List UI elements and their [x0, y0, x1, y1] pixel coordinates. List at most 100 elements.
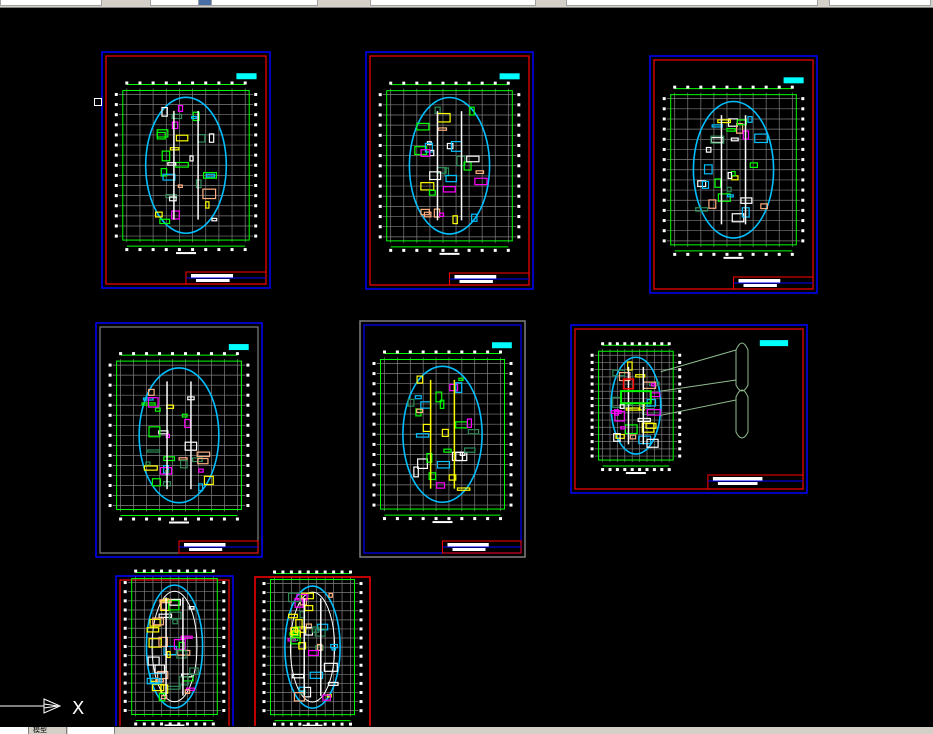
axis-bubble [389, 81, 393, 85]
axis-bubble [209, 352, 213, 356]
toolbar-field-3[interactable] [370, 0, 536, 6]
building-outline [138, 367, 220, 504]
axis-bubble [517, 194, 521, 198]
axis-bubble [383, 517, 386, 521]
axis-bubble [678, 375, 682, 379]
axis-bubble [125, 81, 129, 85]
axis-bubble [108, 453, 112, 457]
axis-bubble [222, 617, 226, 621]
axis-bubble [517, 164, 521, 168]
axis-bubble [171, 352, 175, 356]
axis-bubble [262, 627, 266, 631]
drawing-label [759, 340, 789, 347]
room [471, 213, 478, 222]
room [198, 468, 204, 473]
room [717, 193, 731, 202]
room [160, 167, 168, 177]
axis-bubble [246, 483, 250, 487]
axis-bubble [262, 700, 266, 704]
axis-bubble [467, 81, 471, 85]
room [198, 483, 204, 492]
toolbar-field-5[interactable] [829, 0, 931, 6]
axis-bubble [662, 239, 666, 243]
axis-bubble [441, 248, 445, 252]
axis-bubble [395, 517, 399, 521]
axis-bubble [601, 468, 605, 472]
tab-layout-2[interactable] [100, 727, 115, 734]
room [197, 133, 206, 143]
axis-bubble [590, 432, 594, 436]
room [646, 438, 659, 448]
room [627, 361, 633, 371]
axis-bubble [712, 85, 716, 89]
drawing-canvas[interactable] [0, 8, 933, 726]
sheet-6[interactable] [570, 324, 808, 494]
axis-bubble [378, 235, 382, 239]
sheet-3[interactable] [649, 55, 818, 294]
axis-bubble [196, 352, 200, 356]
axis-bubble [281, 570, 285, 574]
axis-bubble [246, 413, 250, 417]
axis-bubble [378, 154, 382, 158]
tab-layout-1[interactable] [68, 727, 103, 734]
axis-bubble [359, 609, 363, 613]
axis-bubble [415, 248, 419, 252]
axis-bubble [289, 722, 293, 726]
axis-bubble [222, 654, 226, 658]
tab-nav[interactable] [0, 727, 29, 734]
room [420, 401, 432, 409]
room [624, 424, 638, 435]
toolbar-field-2[interactable] [150, 0, 318, 6]
room [439, 212, 445, 217]
axis-bubble [509, 503, 513, 507]
sheet-1[interactable] [101, 51, 271, 289]
toolbar-field-4[interactable] [566, 0, 818, 6]
leader-line [660, 379, 737, 392]
axis-bubble [262, 690, 266, 694]
dimension-line [598, 350, 674, 461]
axis-bubble [645, 342, 649, 346]
axis-bubble [349, 722, 352, 726]
axis-bubble [517, 204, 521, 208]
axis-bubble [123, 690, 127, 694]
axis-bubble [441, 81, 445, 85]
axis-bubble [590, 411, 594, 415]
axis-bubble [415, 81, 419, 85]
sheet-7[interactable] [115, 569, 234, 726]
axis-bubble [185, 569, 189, 573]
axis-bubble [142, 569, 146, 573]
sheet-2[interactable] [365, 51, 534, 290]
axis-bubble [108, 483, 112, 487]
sheet-outer-border [115, 575, 234, 726]
axis-bubble [246, 393, 250, 397]
room [188, 606, 195, 610]
sheet-8[interactable] [254, 570, 371, 726]
sheet-5[interactable] [359, 320, 526, 558]
room [166, 651, 171, 659]
sheet-4[interactable] [95, 322, 263, 558]
room [288, 613, 298, 619]
axis-bubble [183, 517, 187, 521]
axis-bubble [678, 432, 682, 436]
axis-bubble [486, 517, 490, 521]
room [163, 456, 176, 462]
axis-bubble [235, 352, 239, 356]
axis-bubble [114, 234, 118, 238]
axis-bubble [185, 722, 189, 726]
axis-bubble [222, 626, 226, 630]
layer-color-icon[interactable] [198, 0, 212, 6]
building-outline [408, 96, 491, 235]
highlight-room [620, 390, 652, 405]
axis-bubble [662, 158, 666, 162]
axis-bubble [243, 81, 247, 85]
axis-bubble [678, 440, 682, 444]
axis-bubble [517, 123, 521, 127]
room [469, 106, 475, 116]
axis-bubble [211, 569, 215, 573]
axis-bubble [262, 609, 266, 613]
tab-model[interactable]: 模型 [30, 727, 67, 734]
axis-bubble [590, 368, 594, 372]
room [176, 649, 187, 659]
axis-bubble [254, 103, 258, 107]
toolbar-field-1[interactable] [0, 0, 102, 6]
